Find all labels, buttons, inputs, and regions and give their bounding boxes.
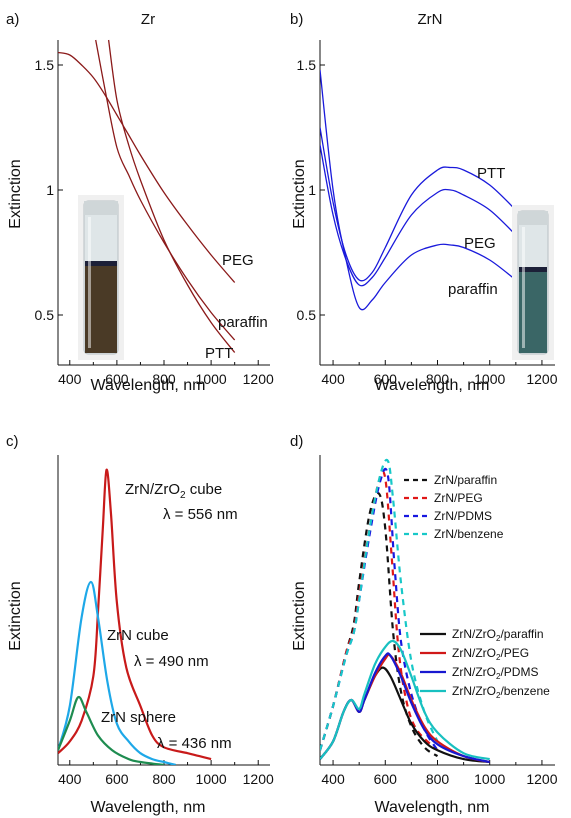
series-label: PEG [222,252,254,269]
legend-label: ZrN/ZrO2/benzene [452,684,550,700]
annotation-text: ZrN/ZrO [125,481,180,498]
annotation-subscript: 2 [180,490,186,501]
series-line-zrn-peg [320,470,439,752]
panel-d-xlabel: Wavelength, nm [374,799,489,816]
x-tick-label: 1200 [526,771,557,787]
x-tick-label: 400 [58,771,82,787]
vial-cap [518,211,548,225]
legend-solid: ZrN/ZrO2/paraffin ZrN/ZrO2/PEG ZrN/ZrO2/PD… [420,627,550,700]
annotation-lambda: λ = 436 nm [157,735,232,752]
series-line-ptt [107,39,236,353]
x-tick-label: 400 [321,371,345,387]
series-label: paraffin [448,281,498,298]
annotation-zrn-zro2-cube: ZrN/ZrO2 cube [125,481,222,501]
panel-a-ylabel: Extinction [7,159,24,228]
panel-d-label: d) [290,433,303,450]
series-line-zrn-pdms [320,467,439,751]
series-line-paraffin [320,69,517,311]
vial-photo-zrn [512,205,554,360]
vial-highlight [522,227,525,348]
x-tick-label: 600 [105,371,129,387]
x-tick-label: 1000 [196,771,227,787]
series-label: PEG [464,235,496,252]
panel-b-title: ZrN [418,11,443,28]
y-tick-label: 1.5 [297,57,317,73]
legend-label: ZrN/ZrO2/PDMS [452,665,538,681]
vial-meniscus [85,261,117,266]
panel-a: a) Zr Wavelength, nm Extinction 400 600 80… [6,11,274,394]
x-tick-label: 800 [152,771,176,787]
panel-b-xlabel: Wavelength, nm [374,377,489,394]
panel-d: d) Wavelength, nm Extinction 400 600 800 10… [290,433,558,816]
x-tick-label: 800 [426,371,450,387]
legend-label: ZrN/ZrO2/paraffin [452,627,544,643]
x-tick-label: 600 [374,371,398,387]
panel-b: b) ZrN Wavelength, nm Extinction 400 600 8… [290,11,558,394]
legend-label: ZrN/PDMS [434,509,492,523]
panel-c-label: c) [6,433,19,450]
vial-meniscus [519,267,547,272]
panel-b-label: b) [290,11,303,28]
panel-c: c) Wavelength, nm Extinction 400 600 800 10… [6,433,274,816]
annotation-lambda: λ = 556 nm [163,506,238,523]
x-tick-label: 600 [374,771,398,787]
y-tick-label: 1 [46,182,54,198]
legend-label: ZrN/PEG [434,491,483,505]
annotation-zrn-sphere: ZrN sphere [101,709,176,726]
y-tick-label: 1 [308,182,316,198]
annotation-zrn-cube: ZrN cube [107,627,169,644]
panel-a-title: Zr [141,11,155,28]
x-tick-label: 600 [105,771,129,787]
panel-a-label: a) [6,11,19,28]
series-line-paraffin [95,39,236,341]
series-line-zrn-benzene [320,458,439,751]
panel-c-xlabel: Wavelength, nm [90,799,205,816]
series-line-zrn-cube [58,580,177,765]
vial-photo-zr [78,195,124,360]
series-line-zrn-sphere [58,695,165,765]
y-tick-label: 0.5 [35,307,55,323]
x-tick-label: 800 [152,371,176,387]
series-label: paraffin [218,314,268,331]
series-line-zrn-zro2-cube [58,468,212,761]
series-line-zrn-zro2-benzene [320,639,490,761]
legend-label: ZrN/paraffin [434,473,497,487]
x-tick-label: 1200 [526,371,557,387]
y-tick-label: 0.5 [297,307,317,323]
legend-label: ZrN/benzene [434,527,504,541]
annotation-text: cube [186,481,223,498]
annotation-lambda: λ = 490 nm [134,653,209,670]
y-tick-label: 1.5 [35,57,55,73]
x-tick-label: 400 [58,371,82,387]
series-label: PTT [205,345,233,362]
legend-label: ZrN/ZrO2/PEG [452,646,529,662]
series-label: PTT [477,165,505,182]
x-tick-label: 1200 [243,371,274,387]
x-tick-label: 1000 [196,371,227,387]
panel-a-xlabel: Wavelength, nm [90,377,205,394]
panel-b-ylabel: Extinction [291,159,308,228]
panel-d-ylabel: Extinction [291,581,308,650]
x-tick-label: 1000 [474,371,505,387]
panel-c-ylabel: Extinction [7,581,24,650]
legend-dashed: ZrN/paraffin ZrN/PEG ZrN/PDMS ZrN/benzene [404,473,504,541]
series-line-peg [320,144,517,287]
x-tick-label: 400 [321,771,345,787]
x-tick-label: 1000 [474,771,505,787]
x-tick-label: 800 [426,771,450,787]
vial-highlight [88,217,91,348]
vial-cap [84,201,118,215]
x-tick-label: 1200 [243,771,274,787]
